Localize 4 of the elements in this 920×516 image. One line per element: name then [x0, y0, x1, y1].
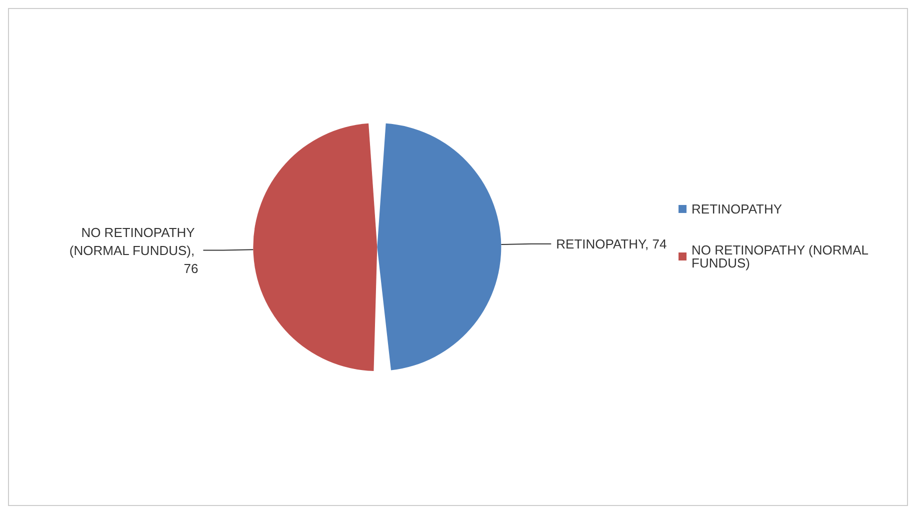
legend-label: RETINOPATHY [692, 201, 782, 216]
legend-label: NO RETINOPATHY (NORMAL FUNDUS) [692, 242, 872, 270]
data-label: RETINOPATHY, 74 [556, 236, 667, 252]
data-label: NO RETINOPATHY (NORMAL FUNDUS), 76 [69, 224, 198, 276]
